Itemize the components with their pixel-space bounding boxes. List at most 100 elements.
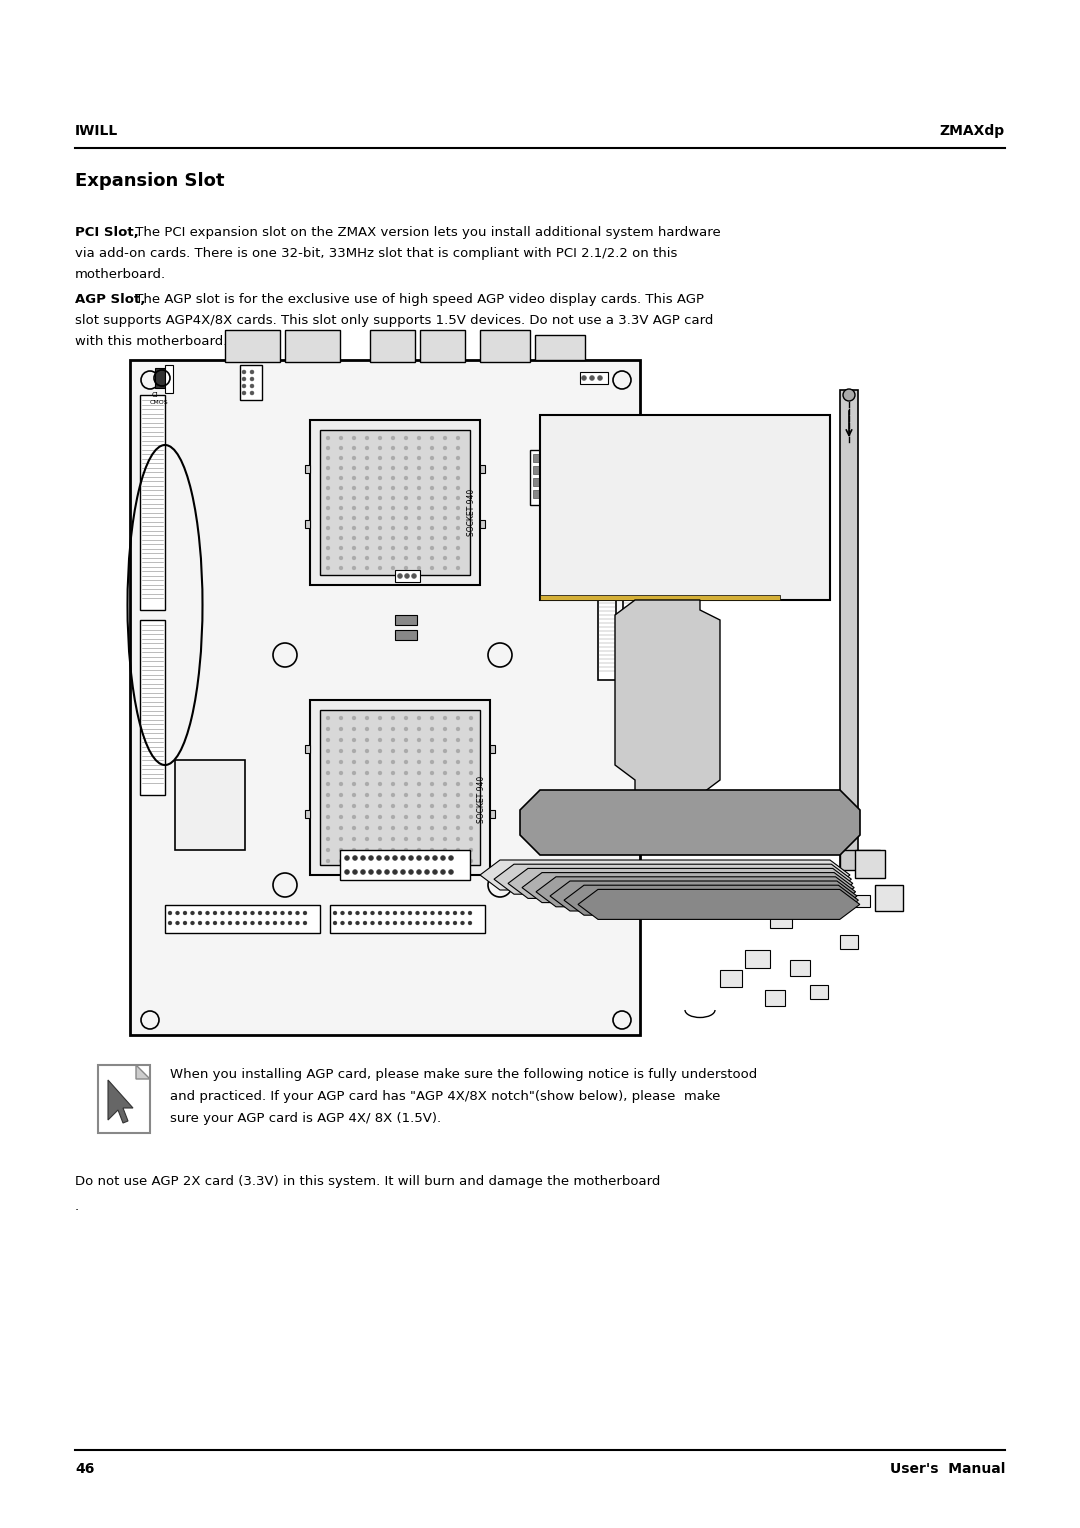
Ellipse shape xyxy=(448,856,454,860)
Ellipse shape xyxy=(326,848,330,853)
Ellipse shape xyxy=(378,793,382,798)
Ellipse shape xyxy=(443,466,447,471)
Text: Cl: Cl xyxy=(152,393,159,397)
Ellipse shape xyxy=(370,921,375,924)
Ellipse shape xyxy=(404,727,408,730)
Ellipse shape xyxy=(266,911,270,915)
Ellipse shape xyxy=(391,545,395,550)
Ellipse shape xyxy=(348,911,352,915)
Ellipse shape xyxy=(417,486,421,490)
Ellipse shape xyxy=(443,804,447,808)
Ellipse shape xyxy=(251,921,255,924)
Bar xyxy=(305,810,310,817)
Ellipse shape xyxy=(352,856,357,860)
Ellipse shape xyxy=(339,848,343,853)
Ellipse shape xyxy=(469,727,473,730)
Ellipse shape xyxy=(443,486,447,490)
Ellipse shape xyxy=(417,545,421,550)
Ellipse shape xyxy=(456,759,460,764)
Ellipse shape xyxy=(417,466,421,471)
Ellipse shape xyxy=(378,772,382,775)
Ellipse shape xyxy=(456,738,460,743)
Ellipse shape xyxy=(597,376,603,380)
Bar xyxy=(553,454,567,461)
Ellipse shape xyxy=(404,516,408,520)
Ellipse shape xyxy=(460,921,464,924)
Ellipse shape xyxy=(326,827,330,830)
Ellipse shape xyxy=(404,446,408,451)
Ellipse shape xyxy=(408,921,411,924)
Ellipse shape xyxy=(361,856,365,860)
Ellipse shape xyxy=(365,759,369,764)
Ellipse shape xyxy=(365,446,369,451)
Ellipse shape xyxy=(430,536,434,539)
Ellipse shape xyxy=(339,455,343,460)
Ellipse shape xyxy=(326,793,330,798)
Ellipse shape xyxy=(340,911,345,915)
Ellipse shape xyxy=(377,856,381,860)
Ellipse shape xyxy=(391,837,395,840)
Bar xyxy=(720,970,742,987)
Ellipse shape xyxy=(456,565,460,570)
Ellipse shape xyxy=(326,738,330,743)
Bar xyxy=(395,614,417,625)
Ellipse shape xyxy=(384,869,390,874)
Polygon shape xyxy=(136,1065,150,1079)
Ellipse shape xyxy=(391,565,395,570)
Ellipse shape xyxy=(243,911,247,915)
Text: PCI Slot,: PCI Slot, xyxy=(75,226,138,238)
Ellipse shape xyxy=(352,814,356,819)
Ellipse shape xyxy=(404,782,408,785)
Ellipse shape xyxy=(456,793,460,798)
Ellipse shape xyxy=(391,556,395,559)
Ellipse shape xyxy=(456,477,460,480)
Bar xyxy=(175,759,245,850)
Ellipse shape xyxy=(404,848,408,853)
Ellipse shape xyxy=(339,556,343,559)
Ellipse shape xyxy=(404,759,408,764)
Bar xyxy=(745,950,770,969)
Ellipse shape xyxy=(456,782,460,785)
Ellipse shape xyxy=(456,506,460,510)
Bar xyxy=(810,986,828,999)
Ellipse shape xyxy=(228,911,232,915)
Ellipse shape xyxy=(258,921,262,924)
Ellipse shape xyxy=(378,859,382,863)
Bar xyxy=(395,630,417,640)
Ellipse shape xyxy=(456,545,460,550)
Ellipse shape xyxy=(378,727,382,730)
Ellipse shape xyxy=(443,837,447,840)
Ellipse shape xyxy=(378,717,382,720)
Ellipse shape xyxy=(281,921,284,924)
Ellipse shape xyxy=(326,782,330,785)
Ellipse shape xyxy=(352,869,357,874)
Ellipse shape xyxy=(456,827,460,830)
Ellipse shape xyxy=(443,782,447,785)
Ellipse shape xyxy=(443,446,447,451)
Ellipse shape xyxy=(424,856,430,860)
Ellipse shape xyxy=(417,772,421,775)
Ellipse shape xyxy=(365,837,369,840)
Ellipse shape xyxy=(469,717,473,720)
Ellipse shape xyxy=(468,921,472,924)
Ellipse shape xyxy=(355,911,360,915)
Ellipse shape xyxy=(417,804,421,808)
Ellipse shape xyxy=(391,738,395,743)
Ellipse shape xyxy=(339,717,343,720)
Ellipse shape xyxy=(404,506,408,510)
Ellipse shape xyxy=(401,869,405,874)
Polygon shape xyxy=(519,790,860,856)
Bar xyxy=(840,850,880,869)
Ellipse shape xyxy=(352,759,356,764)
Ellipse shape xyxy=(404,827,408,830)
Ellipse shape xyxy=(326,717,330,720)
Ellipse shape xyxy=(378,446,382,451)
Ellipse shape xyxy=(378,466,382,471)
Bar xyxy=(480,465,485,474)
Ellipse shape xyxy=(468,911,472,915)
Bar xyxy=(534,478,546,486)
Ellipse shape xyxy=(273,921,276,924)
Ellipse shape xyxy=(456,455,460,460)
Ellipse shape xyxy=(408,869,414,874)
Ellipse shape xyxy=(469,793,473,798)
